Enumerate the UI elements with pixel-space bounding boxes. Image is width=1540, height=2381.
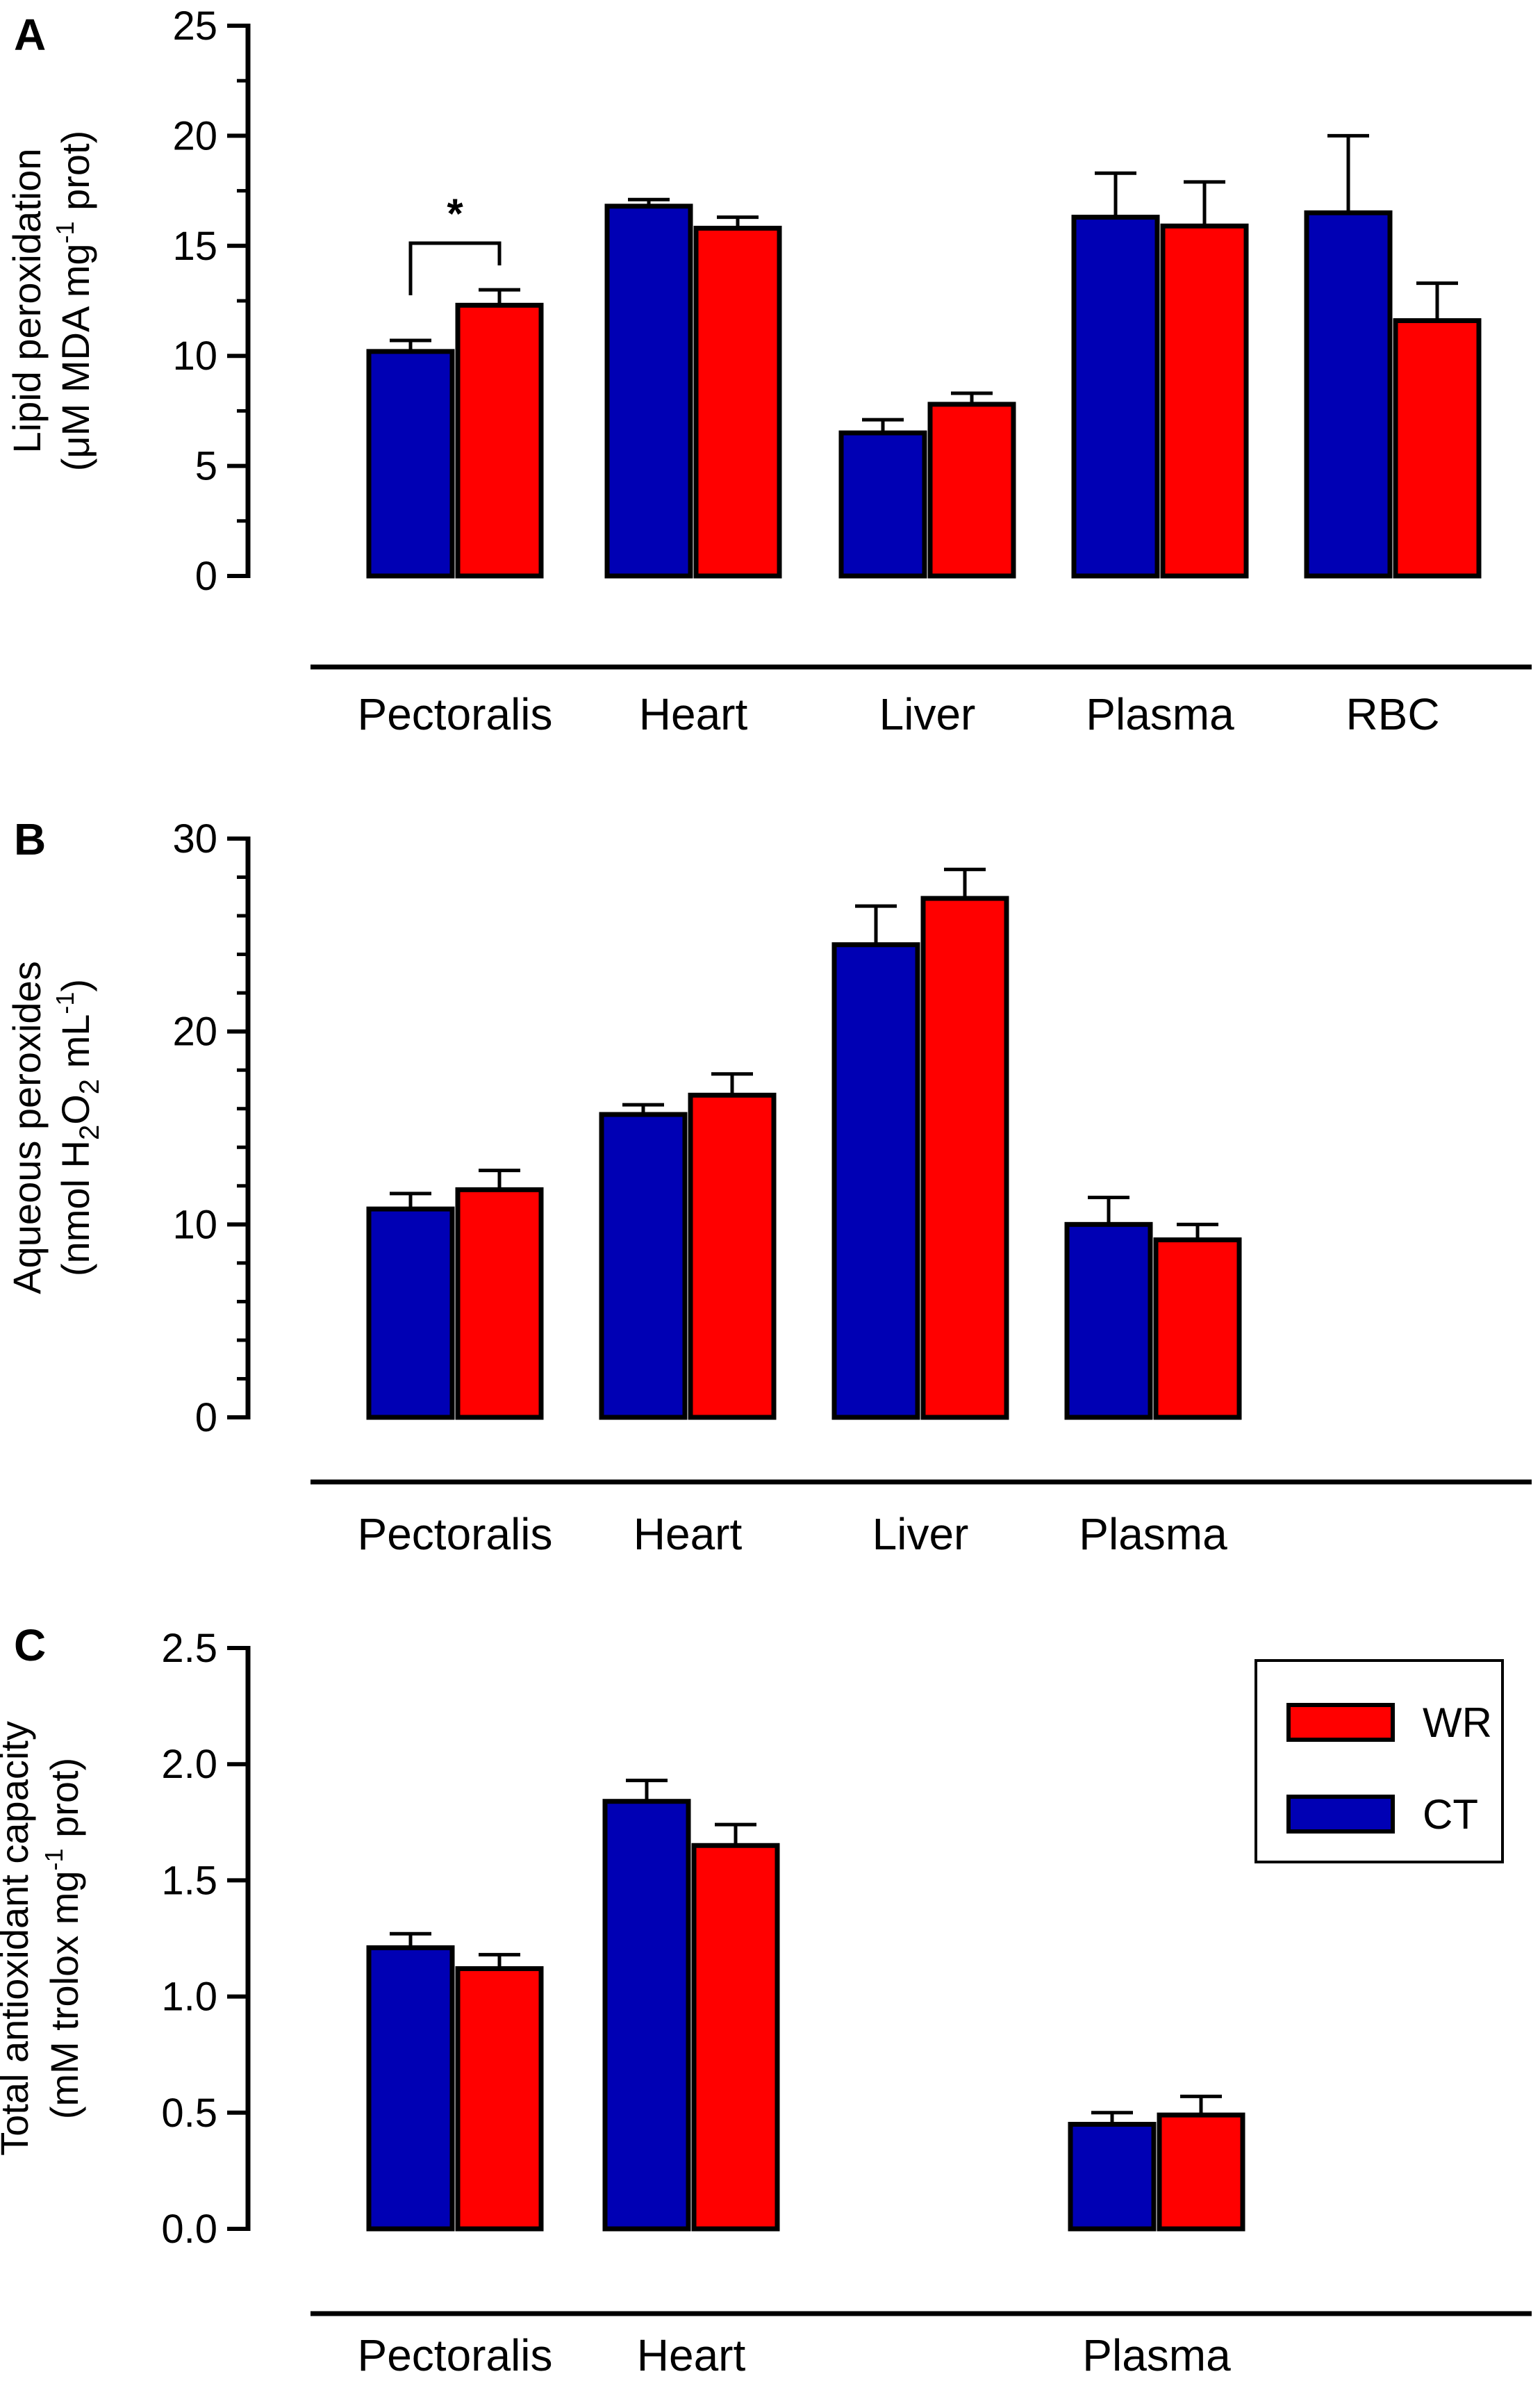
y-tick-label: 5 [195, 444, 217, 489]
bar-wr-plasma [1160, 223, 1249, 579]
label-text: prot) [42, 1758, 86, 1849]
significance-bracket [408, 241, 502, 295]
y-axis-label: Lipid peroxidation [5, 149, 49, 454]
legend-label-wr: WR [1423, 1699, 1492, 1746]
legend: WR CT [1255, 1659, 1504, 1863]
label-text: prot) [53, 131, 97, 222]
category-label: Pectoralis [358, 689, 553, 739]
bar-ct-rbc [1304, 210, 1393, 579]
y-tick-label: 1.5 [161, 1858, 217, 1903]
superscript: -1 [40, 1848, 68, 1870]
bar-ct-plasma [1064, 1221, 1153, 1420]
y-tick-label: 0 [195, 554, 217, 599]
category-label: Liver [879, 689, 976, 739]
bar-wr-liver [927, 402, 1016, 579]
bar-wr-pectoralis [455, 1187, 544, 1420]
bar-wr-pectoralis [455, 1966, 544, 2232]
y-tick-label: 20 [172, 113, 217, 158]
y-tick-label: 0.0 [161, 2207, 217, 2252]
superscript: -1 [51, 221, 79, 243]
label-text: (mM trolox mg [42, 1870, 86, 2119]
panel-letter: B [14, 814, 46, 864]
bar-ct-liver [831, 942, 920, 1420]
legend-label-ct: CT [1423, 1791, 1478, 1838]
bar-ct-liver [838, 430, 927, 579]
y-tick-label: 25 [172, 3, 217, 49]
label-text: (μM MDA mg [53, 243, 97, 471]
bar-wr-plasma [1153, 1237, 1242, 1420]
bar-ct-heart [602, 1799, 691, 2232]
y-axis-label: Total antioxidant capacity [0, 1721, 36, 2156]
bar-ct-heart [604, 204, 693, 579]
category-label: Liver [872, 1509, 969, 1559]
legend-swatch-wr [1286, 1703, 1395, 1742]
label-text: ) [53, 979, 97, 992]
y-tick-label: 10 [172, 1202, 217, 1247]
panel-letter: C [14, 1620, 46, 1670]
category-label: RBC [1346, 689, 1439, 739]
category-label: Plasma [1082, 2330, 1231, 2380]
y-tick-label: 30 [172, 816, 217, 862]
bar-wr-pectoralis [455, 302, 544, 579]
superscript: -1 [51, 992, 79, 1014]
panel-c: C 0.0 0.5 1.0 1.5 2.0 2.5 Total antioxidant cap… [0, 1620, 1532, 2380]
bar-ct-pectoralis [366, 1945, 455, 2232]
y-axis-label: Aqueous peroxides [5, 961, 49, 1294]
bar-wr-heart [691, 1843, 780, 2232]
bar-wr-liver [920, 896, 1009, 1420]
y-tick-label: 2.5 [161, 1626, 217, 1671]
bar-wr-heart [693, 225, 782, 579]
y-tick-label: 0.5 [161, 2091, 217, 2136]
y-tick-label: 2.0 [161, 1742, 217, 1787]
y-axis-label-units: (nmol H2O2 mL-1) [51, 979, 105, 1276]
category-label: Plasma [1079, 1509, 1227, 1559]
bar-ct-pectoralis [366, 1206, 455, 1420]
significance-asterisk: * [447, 190, 463, 237]
category-label: Heart [637, 2330, 746, 2380]
y-tick-label: 10 [172, 333, 217, 379]
y-axis-label-units: (μM MDA mg-1 prot) [51, 131, 97, 472]
panel-a: A 0 5 10 15 20 25 Lipid peroxidation (μM MDA mg-… [5, 3, 1532, 739]
legend-swatch-ct [1286, 1795, 1395, 1834]
bar-wr-rbc [1393, 318, 1482, 579]
bar-wr-heart [688, 1092, 777, 1420]
subscript: 2 [74, 1079, 105, 1094]
y-tick-label: 20 [172, 1010, 217, 1055]
subscript: 2 [74, 1125, 105, 1140]
y-axis-label-units: (mM trolox mg-1 prot) [40, 1758, 86, 2120]
bar-ct-plasma [1068, 2122, 1157, 2232]
category-label: Pectoralis [358, 1509, 553, 1559]
bar-wr-plasma [1157, 2112, 1245, 2232]
panel-letter: A [14, 10, 46, 60]
label-text: mL [53, 1014, 97, 1079]
y-tick-label: 15 [172, 224, 217, 269]
category-label: Heart [639, 689, 748, 739]
y-tick-label: 0 [195, 1395, 217, 1440]
bar-ct-heart [599, 1112, 688, 1420]
category-label: Plasma [1086, 689, 1234, 739]
bar-ct-plasma [1071, 215, 1160, 579]
label-text: O [53, 1094, 97, 1125]
category-label: Heart [634, 1509, 743, 1559]
bar-ct-pectoralis [366, 349, 455, 579]
label-text: (nmol H [53, 1140, 97, 1276]
y-tick-label: 1.0 [161, 1975, 217, 2020]
category-label: Pectoralis [358, 2330, 553, 2380]
